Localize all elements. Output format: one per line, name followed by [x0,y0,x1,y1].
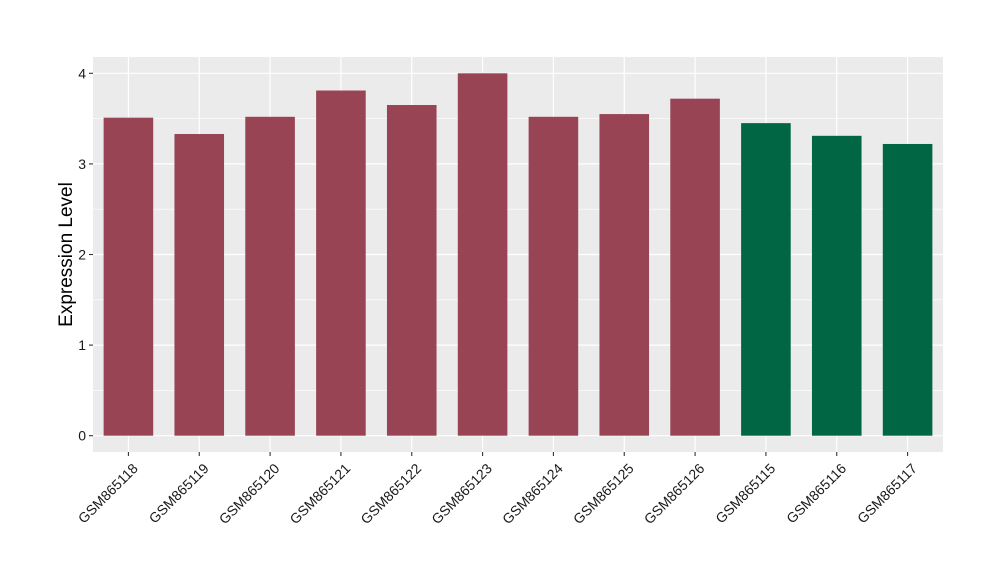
x-tick-label: GSM865120 [216,460,283,527]
x-tick-label: GSM865117 [854,460,920,526]
y-tick-label: 4 [78,65,86,81]
bar [316,90,366,436]
bar [245,116,295,436]
bar [103,117,154,436]
y-tick-label: 0 [78,428,86,444]
x-tick-label: GSM865121 [286,460,353,527]
bar [741,123,791,436]
x-tick-label: GSM865124 [499,460,566,527]
x-tick-label: GSM865119 [146,460,212,526]
x-tick-label: GSM865125 [570,460,637,527]
y-tick-label: 2 [78,247,86,263]
y-tick-label: 3 [78,156,86,172]
bar [528,116,579,436]
x-axis: GSM865118 GSM865119 GSM865120 GSM865121 GSM8… [75,452,920,527]
x-tick-label: GSM865118 [75,460,141,526]
bar [599,114,650,436]
x-tick-label: GSM865115 [712,460,778,526]
x-tick-label: GSM865126 [641,460,708,527]
bar [386,105,437,436]
bars [103,73,933,436]
bar [811,135,862,436]
x-tick-label: GSM865123 [428,460,495,527]
y-axis-title: Expression Level [56,182,77,327]
bar [457,73,508,436]
y-tick-label: 1 [78,337,86,353]
x-tick-label: GSM865122 [357,460,424,527]
bar [670,98,720,436]
x-tick-label: GSM865116 [783,460,849,526]
bar [174,134,225,436]
bar [882,143,933,436]
y-axis: 0 1 2 3 4 [78,65,93,444]
